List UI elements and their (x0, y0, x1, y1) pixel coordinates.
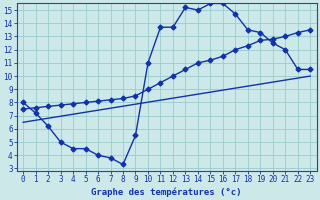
X-axis label: Graphe des températures (°c): Graphe des températures (°c) (92, 187, 242, 197)
